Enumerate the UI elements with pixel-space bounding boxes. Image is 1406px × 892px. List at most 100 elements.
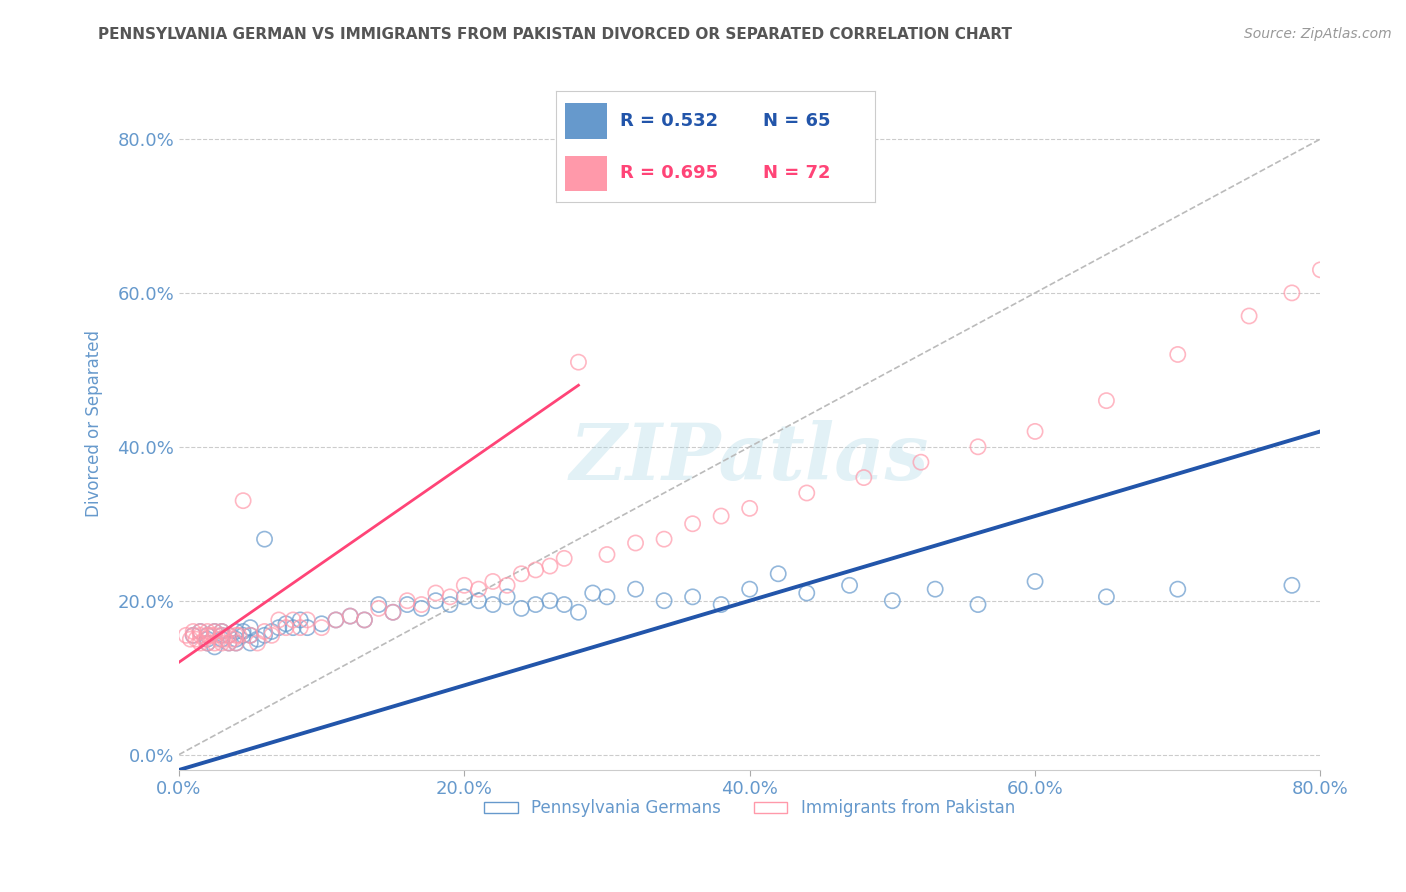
Point [197,636,219,650]
Point [439,598,461,612]
Point [1237,309,1260,323]
Text: ZIPatlas: ZIPatlas [569,420,929,497]
Point [381,605,404,619]
Point [482,598,505,612]
Point [510,601,533,615]
Point [218,628,240,642]
Point [267,621,290,635]
Point [339,609,361,624]
Point [710,509,733,524]
Point [232,624,254,639]
Point [910,455,932,469]
Point [184,632,207,647]
Point [1309,262,1331,277]
Point [682,590,704,604]
Point [852,470,875,484]
Point [381,605,404,619]
Point [179,632,201,647]
Point [596,548,619,562]
Point [211,632,233,647]
Point [411,598,433,612]
Point [624,536,647,550]
Point [582,586,605,600]
Point [260,628,283,642]
Point [253,628,276,642]
Point [239,628,262,642]
Point [197,628,219,642]
Point [239,621,262,635]
Point [290,613,312,627]
Point [246,636,269,650]
Point [253,624,276,639]
Point [222,632,245,647]
Point [553,598,575,612]
Y-axis label: Divorced or Separated: Divorced or Separated [86,330,103,517]
Point [267,613,290,627]
Point [882,593,904,607]
Point [297,613,319,627]
Point [567,355,589,369]
Point [218,636,240,650]
Point [228,628,250,642]
Point [1024,574,1046,589]
Point [967,440,990,454]
Point [496,590,519,604]
Point [1024,425,1046,439]
Point [214,632,236,647]
Point [239,628,262,642]
Point [567,605,589,619]
Point [924,582,946,596]
Point [524,598,547,612]
Point [510,566,533,581]
Point [425,593,447,607]
Point [181,628,204,642]
Point [181,624,204,639]
Point [524,563,547,577]
Point [204,636,226,650]
Point [367,601,389,615]
Point [1095,393,1118,408]
Point [467,582,489,596]
Point [211,624,233,639]
Point [225,636,247,650]
Point [232,628,254,642]
Point [204,624,226,639]
Point [538,593,561,607]
Point [710,598,733,612]
Point [260,624,283,639]
Point [311,616,333,631]
Point [796,486,818,500]
Point [204,624,226,639]
Point [208,632,231,647]
Point [467,593,489,607]
Point [188,624,211,639]
Point [204,640,226,654]
Point [1281,578,1303,592]
Point [197,632,219,647]
Point [188,624,211,639]
Point [274,621,297,635]
Point [218,628,240,642]
Point [367,598,389,612]
Point [253,532,276,546]
Point [290,621,312,635]
Point [396,593,419,607]
Point [204,628,226,642]
Point [218,636,240,650]
Point [1095,590,1118,604]
Point [396,598,419,612]
Point [425,586,447,600]
Point [246,632,269,647]
Point [1167,582,1189,596]
Point [211,624,233,639]
Point [496,578,519,592]
Point [967,598,990,612]
Point [553,551,575,566]
Point [411,601,433,615]
Point [197,624,219,639]
Point [796,586,818,600]
Point [439,590,461,604]
Point [682,516,704,531]
Point [211,636,233,650]
Point [225,632,247,647]
